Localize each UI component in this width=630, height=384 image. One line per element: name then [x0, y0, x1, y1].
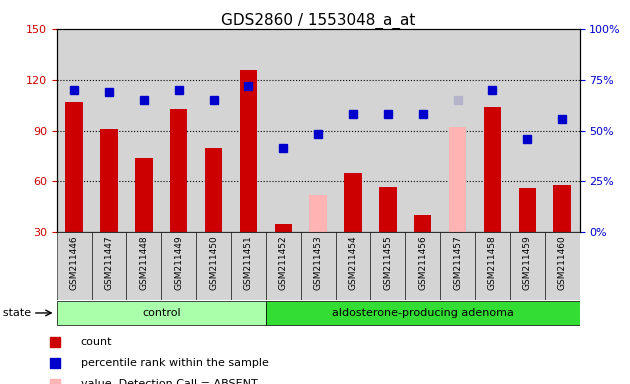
- Bar: [57, 232, 91, 300]
- Bar: [196, 232, 231, 300]
- Bar: [57, 29, 91, 232]
- Bar: [370, 29, 405, 232]
- Bar: [91, 232, 127, 300]
- Bar: [66, 102, 83, 232]
- Bar: [440, 29, 475, 232]
- Text: GSM211460: GSM211460: [558, 236, 566, 290]
- Text: count: count: [81, 337, 112, 347]
- Text: GSM211451: GSM211451: [244, 236, 253, 290]
- Bar: [57, 301, 266, 325]
- Text: disease state: disease state: [0, 308, 31, 318]
- Bar: [405, 232, 440, 300]
- Bar: [301, 29, 336, 232]
- Bar: [301, 232, 336, 300]
- Text: value, Detection Call = ABSENT: value, Detection Call = ABSENT: [81, 379, 258, 384]
- Bar: [231, 232, 266, 300]
- Bar: [545, 232, 580, 300]
- Bar: [379, 187, 396, 232]
- Bar: [239, 70, 257, 232]
- Bar: [553, 185, 571, 232]
- Bar: [510, 29, 545, 232]
- Bar: [336, 29, 370, 232]
- Text: GSM211448: GSM211448: [139, 236, 148, 290]
- Bar: [518, 188, 536, 232]
- Text: GSM211457: GSM211457: [453, 236, 462, 290]
- Bar: [344, 173, 362, 232]
- Bar: [266, 29, 301, 232]
- Bar: [231, 29, 266, 232]
- Bar: [266, 232, 301, 300]
- Text: percentile rank within the sample: percentile rank within the sample: [81, 358, 268, 368]
- Bar: [100, 129, 118, 232]
- Text: GSM211454: GSM211454: [348, 236, 357, 290]
- Bar: [135, 158, 152, 232]
- Bar: [275, 224, 292, 232]
- Bar: [510, 232, 545, 300]
- Bar: [440, 232, 475, 300]
- Text: GSM211453: GSM211453: [314, 236, 323, 290]
- Bar: [414, 215, 432, 232]
- Bar: [161, 232, 196, 300]
- Text: GSM211450: GSM211450: [209, 236, 218, 290]
- Text: GSM211456: GSM211456: [418, 236, 427, 290]
- Text: GSM211455: GSM211455: [384, 236, 392, 290]
- Bar: [484, 107, 501, 232]
- Bar: [266, 301, 580, 325]
- Text: GSM211449: GSM211449: [175, 236, 183, 290]
- Bar: [309, 195, 327, 232]
- Bar: [196, 29, 231, 232]
- Text: GSM211459: GSM211459: [523, 236, 532, 290]
- Bar: [370, 232, 405, 300]
- Bar: [91, 29, 127, 232]
- Text: control: control: [142, 308, 181, 318]
- Bar: [205, 147, 222, 232]
- Bar: [336, 232, 370, 300]
- Text: GSM211447: GSM211447: [105, 236, 113, 290]
- Title: GDS2860 / 1553048_a_at: GDS2860 / 1553048_a_at: [221, 13, 415, 29]
- Bar: [545, 29, 580, 232]
- Bar: [127, 232, 161, 300]
- Text: GSM211458: GSM211458: [488, 236, 497, 290]
- Bar: [475, 232, 510, 300]
- Text: aldosterone-producing adenoma: aldosterone-producing adenoma: [332, 308, 513, 318]
- Bar: [475, 29, 510, 232]
- Text: GSM211452: GSM211452: [279, 236, 288, 290]
- Bar: [449, 127, 466, 232]
- Bar: [127, 29, 161, 232]
- Bar: [161, 29, 196, 232]
- Text: GSM211446: GSM211446: [70, 236, 79, 290]
- Bar: [170, 109, 187, 232]
- Bar: [405, 29, 440, 232]
